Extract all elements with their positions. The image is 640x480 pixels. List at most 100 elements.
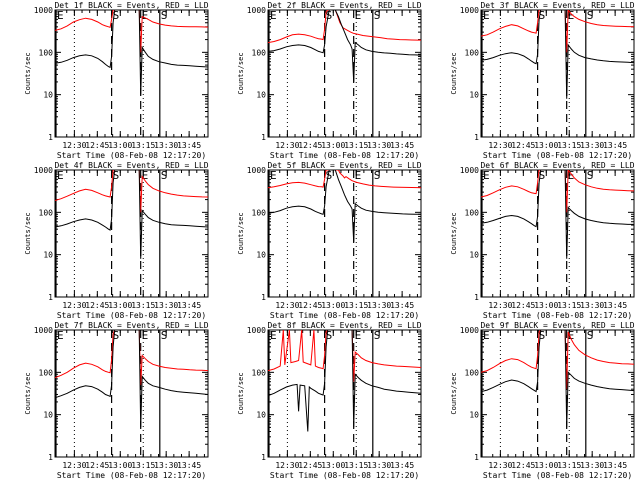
x-tick-label: 12:30 [62, 141, 86, 150]
panel-title: Det 8f BLACK = Events, RED = LLD [267, 321, 421, 330]
x-tick-label: 13:00 [534, 141, 558, 150]
x-tick-label: 13:30 [580, 461, 604, 470]
x-tick-label: 13:30 [367, 141, 391, 150]
detector-panel-7: Det 7f BLACK = Events, RED = LLD 1 10 100 10… [24, 321, 209, 480]
marker-label-e: E [142, 169, 149, 182]
marker-label-s: S [374, 329, 381, 342]
x-axis-label: Start Time (08-Feb-08 12:17:20) [483, 151, 632, 160]
x-tick-label: 12:30 [275, 301, 299, 310]
x-tick-label: 13:45 [603, 301, 627, 310]
lld-series-line [268, 170, 421, 189]
x-tick-label: 13:30 [367, 301, 391, 310]
marker-label-e: E [483, 9, 490, 22]
y-axis-label: Counts/sec [450, 372, 458, 414]
marker-label-s: S [113, 169, 120, 182]
y-tick-label: 100 [39, 368, 54, 377]
events-series-line [268, 10, 421, 82]
marker-label-s: S [161, 329, 168, 342]
y-tick-label: 1000 [247, 6, 266, 15]
panel-title: Det 5f BLACK = Events, RED = LLD [267, 161, 421, 170]
marker-label-s: S [587, 169, 594, 182]
panel-title: Det 6f BLACK = Events, RED = LLD [480, 161, 634, 170]
x-tick-label: 12:45 [85, 141, 109, 150]
events-series-line [55, 10, 208, 95]
marker-label-s: S [113, 329, 120, 342]
detector-panel-5: Det 5f BLACK = Events, RED = LLD 1 10 100 10… [237, 161, 422, 320]
x-tick-label: 13:15 [131, 141, 155, 150]
x-tick-label: 12:30 [62, 301, 86, 310]
x-axis-label: Start Time (08-Feb-08 12:17:20) [270, 471, 419, 480]
y-tick-label: 1000 [460, 166, 479, 175]
y-tick-label: 10 [43, 411, 53, 420]
panel-title: Det 7f BLACK = Events, RED = LLD [54, 321, 208, 330]
marker-label-s: S [539, 9, 546, 22]
marker-label-s: S [326, 329, 333, 342]
y-tick-label: 10 [469, 411, 479, 420]
y-axis-label: Counts/sec [237, 372, 245, 414]
lld-series-line [55, 330, 208, 386]
panel-title: Det 1f BLACK = Events, RED = LLD [54, 1, 208, 10]
events-series-line [55, 170, 208, 259]
x-axis-label: Start Time (08-Feb-08 12:17:20) [270, 311, 419, 320]
plot-frame [54, 329, 209, 458]
lld-series-line [55, 170, 208, 213]
marker-label-e: E [57, 9, 64, 22]
x-tick-label: 12:45 [298, 141, 322, 150]
events-series-line [268, 170, 421, 242]
x-tick-label: 12:30 [488, 141, 512, 150]
y-tick-label: 10 [43, 91, 53, 100]
x-tick-label: 12:45 [85, 301, 109, 310]
y-axis-label: Counts/sec [237, 52, 245, 94]
x-tick-label: 12:45 [511, 461, 535, 470]
marker-label-e: E [270, 169, 277, 182]
marker-label-s: S [587, 329, 594, 342]
x-tick-label: 13:00 [321, 301, 345, 310]
y-tick-label: 100 [252, 368, 267, 377]
detector-panel-4: Det 4f BLACK = Events, RED = LLD 1 10 100 10… [24, 161, 209, 320]
y-tick-label: 10 [256, 91, 266, 100]
x-axis-label: Start Time (08-Feb-08 12:17:20) [483, 471, 632, 480]
marker-label-e: E [483, 329, 490, 342]
marker-label-s: S [326, 9, 333, 22]
marker-label-e: E [355, 329, 362, 342]
x-tick-label: 12:30 [275, 141, 299, 150]
lld-series-line [55, 10, 208, 53]
x-tick-label: 13:30 [580, 141, 604, 150]
y-tick-label: 1 [261, 453, 266, 462]
x-tick-label: 13:00 [534, 301, 558, 310]
x-axis-label: Start Time (08-Feb-08 12:17:20) [270, 151, 419, 160]
y-axis-label: Counts/sec [24, 212, 32, 254]
y-tick-label: 10 [469, 91, 479, 100]
detector-panel-1: Det 1f BLACK = Events, RED = LLD 1 10 100 10… [24, 1, 209, 160]
y-tick-label: 1 [48, 453, 53, 462]
y-axis-label: Counts/sec [24, 52, 32, 94]
y-tick-label: 1000 [247, 326, 266, 335]
x-tick-label: 13:45 [603, 141, 627, 150]
x-tick-label: 13:45 [603, 461, 627, 470]
marker-label-e: E [142, 9, 149, 22]
x-tick-label: 13:15 [557, 141, 581, 150]
detector-panel-3: Det 3f BLACK = Events, RED = LLD 1 10 100 10… [450, 1, 635, 160]
plot-frame [480, 9, 635, 138]
detector-panel-9: Det 9f BLACK = Events, RED = LLD 1 10 100 10… [450, 321, 635, 480]
plot-frame [267, 9, 422, 138]
panel-title: Det 9f BLACK = Events, RED = LLD [480, 321, 634, 330]
marker-label-e: E [568, 169, 575, 182]
marker-label-e: E [57, 329, 64, 342]
x-axis-label: Start Time (08-Feb-08 12:17:20) [57, 311, 206, 320]
marker-label-e: E [568, 329, 575, 342]
marker-label-e: E [57, 169, 64, 182]
x-tick-label: 12:45 [298, 301, 322, 310]
lld-series-line [481, 170, 634, 213]
x-tick-label: 13:15 [131, 301, 155, 310]
y-tick-label: 1 [48, 293, 53, 302]
marker-label-s: S [161, 9, 168, 22]
x-tick-label: 12:45 [85, 461, 109, 470]
x-tick-label: 13:00 [108, 141, 132, 150]
y-tick-label: 1000 [247, 166, 266, 175]
x-tick-label: 13:15 [131, 461, 155, 470]
plot-frame [54, 9, 209, 138]
events-series-line [268, 330, 421, 432]
lld-series-line [481, 10, 634, 53]
detector-panel-8: Det 8f BLACK = Events, RED = LLD 1 10 100 10… [237, 321, 422, 480]
